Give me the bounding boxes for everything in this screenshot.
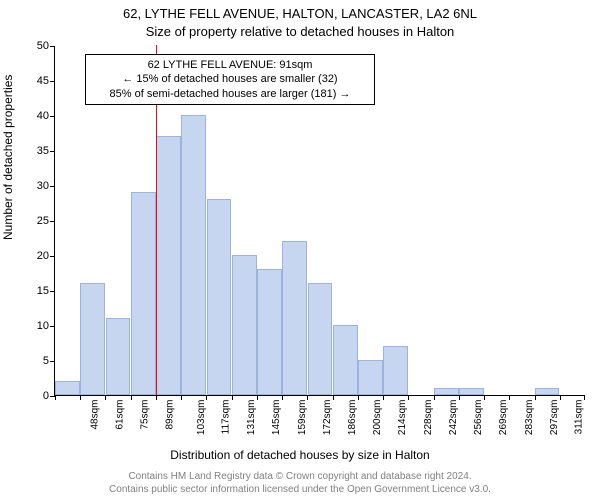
x-tick-label: 200sqm [372,400,383,436]
x-tick-label: 256sqm [473,400,484,436]
histogram-bar [207,199,232,395]
y-tick-label: 50 [21,40,49,52]
x-tick-mark [55,395,56,400]
footer-attribution: Contains HM Land Registry data © Crown c… [0,471,600,496]
histogram-bar [434,388,459,395]
y-tick-label: 20 [21,250,49,262]
x-tick-mark [560,395,561,400]
x-tick-label: 159sqm [297,400,308,436]
chart-container: { "title_line1": "62, LYTHE FELL AVENUE,… [0,0,600,500]
x-tick-mark [408,395,409,400]
x-tick-mark [232,395,233,400]
x-tick-label: 75sqm [140,400,151,430]
x-tick-label: 186sqm [347,400,358,436]
y-tick-label: 35 [21,145,49,157]
y-tick-label: 40 [21,110,49,122]
histogram-bar [459,388,484,395]
y-tick-mark [50,151,55,152]
y-tick-label: 0 [21,390,49,402]
y-tick-mark [50,46,55,47]
footer-line2: Contains public sector information licen… [0,484,600,497]
annotation-line1: 62 LYTHE FELL AVENUE: 91sqm [92,58,368,72]
histogram-bar [358,360,383,395]
x-tick-label: 297sqm [549,400,560,436]
histogram-bar [535,388,560,395]
y-axis-label: Number of detached properties [1,75,15,240]
x-tick-label: 48sqm [89,400,100,430]
x-tick-label: 89sqm [165,400,176,430]
histogram-bar [106,318,131,395]
histogram-bar [131,192,156,395]
y-tick-mark [50,81,55,82]
annotation-line2: ← 15% of detached houses are smaller (32… [92,72,368,86]
histogram-bar [181,115,206,395]
y-tick-mark [50,326,55,327]
x-tick-mark [434,395,435,400]
x-axis-label: Distribution of detached houses by size … [0,448,600,462]
x-tick-label: 61sqm [114,400,125,430]
y-tick-mark [50,186,55,187]
annotation-box: 62 LYTHE FELL AVENUE: 91sqm ← 15% of det… [85,54,375,105]
y-tick-label: 10 [21,320,49,332]
x-tick-label: 172sqm [322,400,333,436]
x-tick-mark [333,395,334,400]
x-tick-mark [206,395,207,400]
chart-title-address: 62, LYTHE FELL AVENUE, HALTON, LANCASTER… [0,6,600,21]
x-tick-mark [509,395,510,400]
y-tick-mark [50,116,55,117]
x-tick-label: 214sqm [398,400,409,436]
histogram-bar [257,269,282,395]
x-tick-mark [535,395,536,400]
histogram-bar [156,136,181,395]
x-tick-label: 145sqm [271,400,282,436]
x-tick-label: 103sqm [196,400,207,436]
footer-line1: Contains HM Land Registry data © Crown c… [0,471,600,484]
histogram-bar [80,283,105,395]
plot-area: 0510152025303540455048sqm61sqm75sqm89sqm… [54,46,584,396]
x-tick-mark [307,395,308,400]
y-tick-label: 25 [21,215,49,227]
x-tick-mark [257,395,258,400]
x-tick-mark [358,395,359,400]
x-tick-label: 269sqm [499,400,510,436]
y-tick-mark [50,256,55,257]
y-tick-mark [50,361,55,362]
x-tick-label: 228sqm [423,400,434,436]
x-tick-mark [105,395,106,400]
x-tick-mark [383,395,384,400]
y-tick-mark [50,291,55,292]
x-tick-mark [484,395,485,400]
x-tick-label: 242sqm [448,400,459,436]
histogram-bar [333,325,358,395]
histogram-bar [383,346,408,395]
x-tick-label: 311sqm [573,400,584,435]
x-tick-mark [181,395,182,400]
x-tick-mark [80,395,81,400]
x-tick-label: 117sqm [220,400,231,435]
y-tick-label: 15 [21,285,49,297]
x-tick-mark [131,395,132,400]
y-tick-label: 5 [21,355,49,367]
x-tick-label: 131sqm [246,400,257,436]
annotation-line3: 85% of semi-detached houses are larger (… [92,87,368,101]
histogram-bar [308,283,333,395]
histogram-bar [282,241,307,395]
x-tick-mark [459,395,460,400]
y-tick-label: 30 [21,180,49,192]
y-tick-mark [50,221,55,222]
x-tick-mark [156,395,157,400]
histogram-bar [55,381,80,395]
x-tick-mark [282,395,283,400]
histogram-bar [232,255,257,395]
x-tick-label: 283sqm [524,400,535,436]
x-tick-mark [584,395,585,400]
chart-title-subtitle: Size of property relative to detached ho… [0,24,600,39]
y-tick-label: 45 [21,75,49,87]
